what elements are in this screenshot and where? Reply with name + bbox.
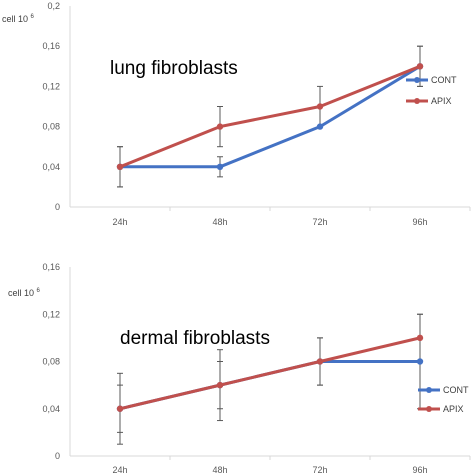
- data-point-cont: [316, 123, 324, 130]
- x-tick-label: 24h: [112, 465, 127, 475]
- y-tick-label: 0,08: [42, 122, 60, 132]
- data-point-apix: [216, 381, 224, 389]
- dermal-fibroblasts-plot: 0 0,04 0,08 0,12 0,16 24h 48h 72h 96h cell 10 6 de…: [8, 262, 471, 475]
- data-point-cont: [416, 358, 424, 365]
- data-point-apix: [416, 63, 424, 70]
- lung-fibroblasts-plot: 0 0,04 0,08 0,12 0,16 0,2 24h 48h 72h 96h cell 10 …: [2, 1, 471, 227]
- y-tick-label: 0,16: [42, 41, 60, 51]
- data-point-apix: [116, 163, 124, 170]
- y-tick-label: 0: [55, 451, 60, 461]
- data-point-apix: [416, 334, 424, 342]
- x-tick-label: 24h: [112, 217, 127, 227]
- x-tick-label: 72h: [312, 465, 327, 475]
- chart-title: lung fibroblasts: [110, 58, 238, 79]
- legend-marker-cont: [426, 387, 432, 393]
- chart-title: dermal fibroblasts: [120, 328, 270, 349]
- x-tick-label: 96h: [412, 217, 427, 227]
- legend-label-cont: CONT: [431, 75, 457, 85]
- legend-marker-apix: [414, 98, 420, 104]
- x-tick-label: 48h: [212, 217, 227, 227]
- series-line-apix: [119, 336, 421, 411]
- legend-label-apix: APIX: [431, 96, 452, 106]
- data-point-cont: [216, 163, 224, 170]
- y-axis-label: cell 10 6: [8, 288, 41, 298]
- y-tick-label: 0,04: [42, 162, 60, 172]
- data-point-apix: [316, 103, 324, 110]
- y-tick-label: 0,16: [42, 262, 60, 272]
- series-line-cont: [119, 360, 420, 411]
- y-tick-label: 0,08: [42, 357, 60, 367]
- legend-label-apix: APIX: [443, 404, 464, 414]
- y-tick-label: 0,12: [42, 309, 60, 319]
- y-axis-label: cell 10 6: [2, 14, 35, 24]
- data-point-apix: [216, 123, 224, 130]
- legend-marker-cont: [414, 77, 420, 83]
- x-tick-label: 72h: [312, 217, 327, 227]
- x-tick-label: 96h: [412, 465, 427, 475]
- lung-fibroblasts-chart: 0 0,04 0,08 0,12 0,16 0,2 24h 48h 72h 96h cell 10 …: [2, 1, 471, 227]
- data-point-apix: [316, 358, 324, 365]
- y-tick-label: 0,04: [42, 404, 60, 414]
- legend-marker-apix: [426, 406, 432, 412]
- dermal-fibroblasts-chart: 0 0,04 0,08 0,12 0,16 24h 48h 72h 96h cell 10 6 de…: [0, 240, 474, 476]
- x-tick-label: 48h: [212, 465, 227, 475]
- y-tick-label: 0,12: [42, 81, 60, 91]
- y-tick-label: 0: [55, 202, 60, 212]
- series-line-apix: [119, 64, 421, 169]
- legend-label-cont: CONT: [443, 385, 469, 395]
- data-point-apix: [116, 405, 124, 412]
- series-line-cont: [120, 65, 421, 169]
- y-tick-label: 0,2: [47, 1, 60, 11]
